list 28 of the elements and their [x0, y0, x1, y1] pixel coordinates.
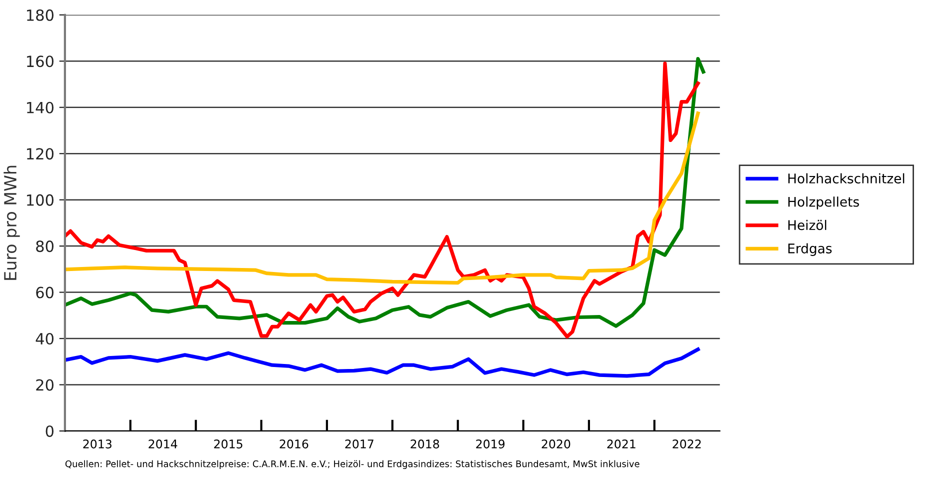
- legend-label: Erdgas: [788, 243, 832, 256]
- y-tick-label: 120: [27, 148, 54, 160]
- y-tick-label: 140: [27, 102, 54, 114]
- source-note: Quellen: Pellet- und Hackschnitzelpreise: C.A.R.M.E.N. e.V.; Heizöl- und Erdgasindizes: Statistisches Bundesamt, MwSt inklusive: [65, 460, 640, 469]
- line-series: [64, 112, 700, 285]
- y-tick-label: 0: [46, 425, 54, 437]
- x-tick-label: 2020: [542, 440, 570, 448]
- x-tick-label: 2022: [672, 440, 701, 448]
- x-tick-label: 2017: [345, 440, 374, 448]
- legend-label: Holzpellets: [788, 196, 859, 210]
- x-tick-label: 2014: [148, 440, 178, 448]
- y-tick-label: 160: [27, 56, 54, 68]
- y-tick-label: 60: [36, 286, 54, 298]
- x-tick-label: 2015: [214, 440, 242, 448]
- y-tick-label: 40: [36, 332, 54, 345]
- legend-label: Heizöl: [788, 220, 826, 230]
- legend-label: Holzhackschnitzel: [788, 173, 904, 184]
- x-tick-label: 2016: [280, 440, 308, 448]
- y-tick-label: 100: [27, 194, 54, 206]
- x-tick-label: 2013: [83, 440, 112, 448]
- line-series: [64, 348, 700, 378]
- y-tick-label: 80: [36, 240, 54, 252]
- x-tick-label: 2018: [410, 440, 440, 448]
- y-axis-title: Euro pro MWh: [4, 166, 20, 280]
- y-tick-label: 20: [36, 379, 54, 391]
- x-tick-label: 2021: [607, 440, 636, 448]
- x-tick-label: 2019: [476, 440, 505, 448]
- y-tick-label: 180: [27, 9, 54, 21]
